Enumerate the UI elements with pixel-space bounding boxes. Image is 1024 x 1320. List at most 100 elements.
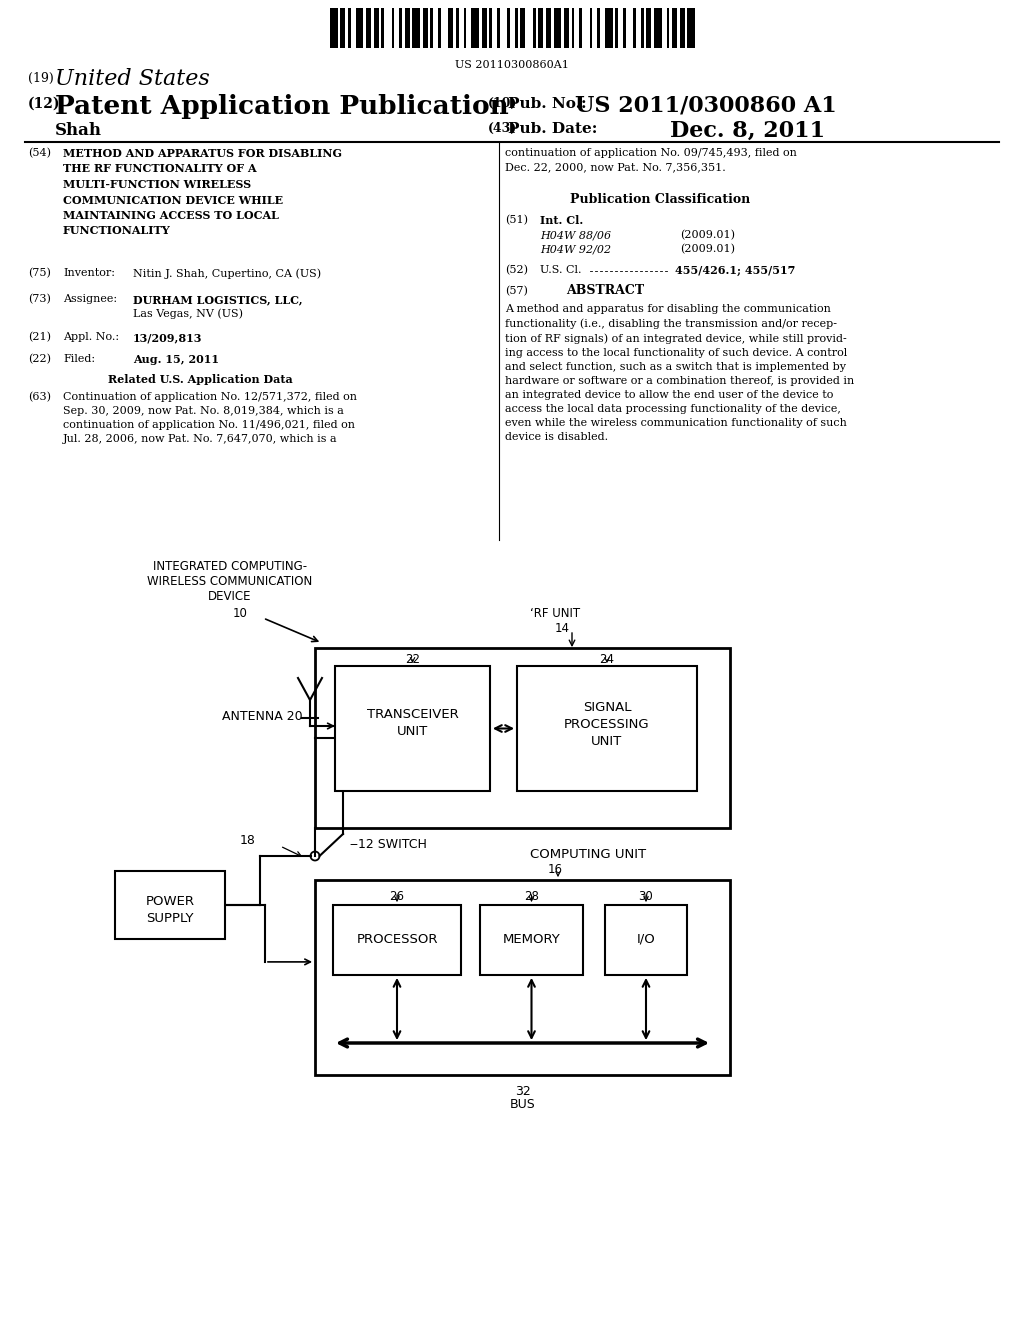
Bar bbox=[335, 667, 490, 791]
Bar bbox=[654, 8, 662, 48]
Bar bbox=[672, 8, 677, 48]
Text: 14: 14 bbox=[555, 622, 570, 635]
Text: INTEGRATED COMPUTING-: INTEGRATED COMPUTING- bbox=[153, 560, 307, 573]
Text: Aug. 15, 2011: Aug. 15, 2011 bbox=[133, 354, 219, 366]
Bar bbox=[641, 8, 644, 48]
Bar bbox=[471, 8, 479, 48]
Bar bbox=[605, 906, 687, 975]
Bar bbox=[667, 8, 670, 48]
Bar bbox=[554, 8, 561, 48]
Bar bbox=[481, 8, 486, 48]
Text: U.S. Cl.: U.S. Cl. bbox=[540, 265, 582, 275]
Text: 26: 26 bbox=[389, 890, 404, 903]
Bar bbox=[315, 880, 730, 1074]
Text: TRANSCEIVER
UNIT: TRANSCEIVER UNIT bbox=[367, 708, 459, 738]
Text: ANTENNA 20: ANTENNA 20 bbox=[222, 710, 303, 723]
Text: 22: 22 bbox=[406, 653, 420, 667]
Bar bbox=[597, 8, 600, 48]
Bar bbox=[680, 8, 685, 48]
Text: (54): (54) bbox=[28, 148, 51, 158]
Bar bbox=[564, 8, 569, 48]
Text: Pub. No.:: Pub. No.: bbox=[508, 96, 587, 111]
Text: (73): (73) bbox=[28, 294, 51, 305]
Text: (43): (43) bbox=[488, 121, 517, 135]
Text: 32: 32 bbox=[515, 1085, 530, 1098]
Text: (52): (52) bbox=[505, 265, 528, 276]
Bar bbox=[687, 8, 695, 48]
Text: US 20110300860A1: US 20110300860A1 bbox=[455, 59, 569, 70]
Bar bbox=[430, 8, 433, 48]
Text: Shah: Shah bbox=[55, 121, 102, 139]
Text: SIGNAL
PROCESSING
UNIT: SIGNAL PROCESSING UNIT bbox=[564, 701, 650, 748]
Text: (10): (10) bbox=[488, 96, 517, 110]
Bar bbox=[315, 648, 730, 828]
Text: Inventor:: Inventor: bbox=[63, 268, 115, 279]
Text: 16: 16 bbox=[548, 863, 563, 876]
Text: METHOD AND APPARATUS FOR DISABLING
THE RF FUNCTIONALITY OF A
MULTI-FUNCTION WIRE: METHOD AND APPARATUS FOR DISABLING THE R… bbox=[63, 148, 342, 236]
Text: Patent Application Publication: Patent Application Publication bbox=[55, 94, 509, 119]
Text: Continuation of application No. 12/571,372, filed on
Sep. 30, 2009, now Pat. No.: Continuation of application No. 12/571,3… bbox=[63, 392, 357, 444]
Bar bbox=[423, 8, 428, 48]
Bar bbox=[392, 8, 394, 48]
Bar bbox=[480, 906, 583, 975]
Text: COMPUTING UNIT: COMPUTING UNIT bbox=[530, 847, 646, 861]
Text: Dec. 8, 2011: Dec. 8, 2011 bbox=[670, 120, 825, 143]
Bar bbox=[366, 8, 371, 48]
Bar bbox=[404, 8, 410, 48]
Bar bbox=[571, 8, 574, 48]
Bar bbox=[534, 8, 536, 48]
Bar bbox=[590, 8, 592, 48]
Bar bbox=[381, 8, 384, 48]
Bar bbox=[438, 8, 440, 48]
Bar bbox=[374, 8, 379, 48]
Text: Publication Classification: Publication Classification bbox=[570, 193, 751, 206]
Bar bbox=[489, 8, 492, 48]
Text: 10: 10 bbox=[232, 607, 248, 620]
Bar bbox=[399, 8, 402, 48]
Bar bbox=[497, 8, 500, 48]
Bar bbox=[633, 8, 636, 48]
Text: (22): (22) bbox=[28, 354, 51, 364]
Text: (57): (57) bbox=[505, 286, 528, 296]
Bar bbox=[615, 8, 617, 48]
Bar bbox=[580, 8, 582, 48]
Text: Pub. Date:: Pub. Date: bbox=[508, 121, 597, 136]
Text: US 2011/0300860 A1: US 2011/0300860 A1 bbox=[575, 94, 837, 116]
Bar bbox=[449, 8, 454, 48]
Bar bbox=[340, 8, 345, 48]
Text: (21): (21) bbox=[28, 333, 51, 342]
Text: (12): (12) bbox=[28, 96, 60, 111]
Text: POWER
SUPPLY: POWER SUPPLY bbox=[145, 895, 195, 925]
Bar bbox=[507, 8, 510, 48]
Text: PROCESSOR: PROCESSOR bbox=[356, 933, 437, 946]
Text: 18: 18 bbox=[240, 834, 256, 847]
Text: 455/426.1; 455/517: 455/426.1; 455/517 bbox=[675, 265, 796, 276]
Bar bbox=[115, 871, 225, 939]
Text: (63): (63) bbox=[28, 392, 51, 403]
Text: Filed:: Filed: bbox=[63, 354, 95, 364]
Bar bbox=[348, 8, 350, 48]
Bar bbox=[546, 8, 551, 48]
Text: ‘RF UNIT: ‘RF UNIT bbox=[530, 607, 581, 620]
Text: United States: United States bbox=[55, 69, 210, 90]
Text: Nitin J. Shah, Cupertino, CA (US): Nitin J. Shah, Cupertino, CA (US) bbox=[133, 268, 322, 279]
Text: WIRELESS COMMUNICATION: WIRELESS COMMUNICATION bbox=[147, 576, 312, 587]
Text: (2009.01): (2009.01) bbox=[680, 230, 735, 240]
Bar bbox=[646, 8, 651, 48]
Text: 28: 28 bbox=[524, 890, 539, 903]
Text: DEVICE: DEVICE bbox=[208, 590, 252, 603]
Text: Appl. No.:: Appl. No.: bbox=[63, 333, 119, 342]
Text: Related U.S. Application Data: Related U.S. Application Data bbox=[108, 374, 293, 385]
Text: Assignee:: Assignee: bbox=[63, 294, 117, 304]
Bar bbox=[355, 8, 364, 48]
Text: Int. Cl.: Int. Cl. bbox=[540, 215, 584, 226]
Text: A method and apparatus for disabling the communication
functionality (i.e., disa: A method and apparatus for disabling the… bbox=[505, 304, 854, 442]
Bar bbox=[515, 8, 518, 48]
Bar bbox=[330, 8, 338, 48]
Text: (51): (51) bbox=[505, 215, 528, 226]
Text: MEMORY: MEMORY bbox=[503, 933, 560, 946]
Text: DURHAM LOGISTICS, LLC,: DURHAM LOGISTICS, LLC, bbox=[133, 294, 303, 305]
Text: 13/209,813: 13/209,813 bbox=[133, 333, 203, 343]
Text: BUS: BUS bbox=[510, 1098, 536, 1111]
Text: (19): (19) bbox=[28, 73, 53, 84]
